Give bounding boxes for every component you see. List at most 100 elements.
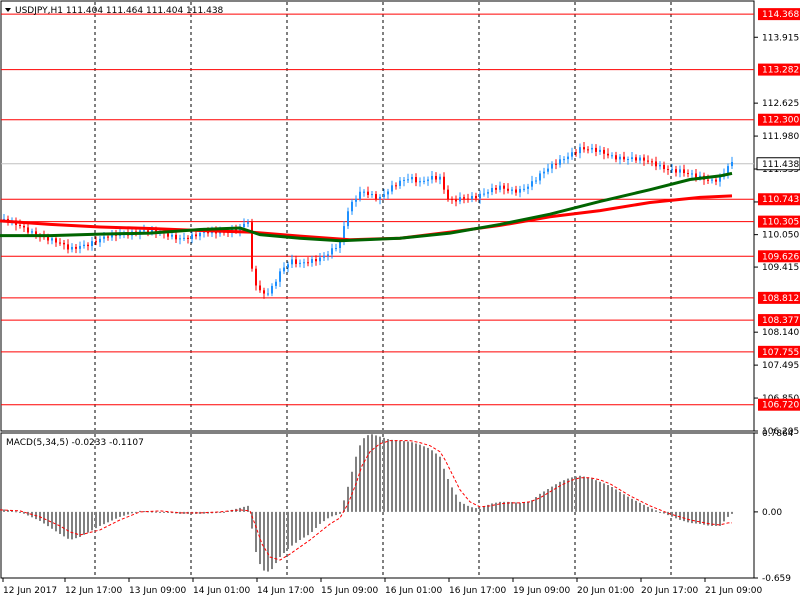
candle-body [291,259,293,265]
macd-bar [111,511,113,521]
candle-body [615,155,617,160]
candle-body [103,236,105,239]
macd-bar [55,511,57,532]
macd-bar [435,453,437,512]
macd-bar [223,511,225,513]
candle-body [731,161,733,167]
time-tick-label: 16 Jun 17:00 [449,586,506,596]
candle-body [687,173,689,175]
candle-body [595,147,597,152]
time-tick-label: 15 Jun 09:00 [321,586,378,596]
macd-bar [447,478,449,512]
level-label: 107.755 [762,348,799,358]
candle-body [375,194,377,199]
time-tick-label: 14 Jun 17:00 [257,586,314,596]
macd-bar [395,440,397,512]
macd-bar [275,511,277,564]
symbol-dropdown-icon[interactable] [5,8,11,12]
macd-bar [379,436,381,512]
macd-bar [259,511,261,565]
macd-bar [283,511,285,554]
time-tick-label: 13 Jun 09:00 [129,586,186,596]
macd-bar [107,511,109,523]
candle-body [247,222,249,224]
macd-bar [407,441,409,512]
macd-bar [339,511,341,514]
macd-bar [427,447,429,512]
macd-bar [47,511,49,527]
macd-bar [391,439,393,512]
candle-body [467,198,469,200]
candle-body [483,193,485,195]
candle-body [179,238,181,240]
candle-body [695,173,697,178]
candle-body [203,231,205,233]
candle-body [447,189,449,200]
macd-bar [731,511,733,514]
macd-bar [463,503,465,512]
macd-bar [675,511,677,519]
macd-bar [475,508,477,512]
macd-bar [639,502,641,512]
macd-bar [319,511,321,524]
candle-body [295,259,297,264]
candle-body [651,161,653,163]
candle-body [167,233,169,237]
macd-bar [479,508,481,512]
macd-bar [443,468,445,512]
macd-bar [631,498,633,512]
macd-bar [511,502,513,512]
macd-bar [303,511,305,538]
level-label-bg [758,215,800,228]
candle-body [683,169,685,174]
macd-bar [71,511,73,540]
candle-body [647,160,649,162]
macd-bar [507,501,509,512]
macd-bar [687,511,689,523]
candle-body [31,231,33,233]
candle-body [331,248,333,255]
price-tick-label: 108.140 [762,328,799,338]
candle-body [323,255,325,258]
macd-bar [555,484,557,512]
macd-bar [635,500,637,512]
macd-bar [515,502,517,512]
macd-bar [567,478,569,512]
macd-bar [359,445,361,512]
macd-bar [383,437,385,512]
macd-bar [135,511,137,513]
candle-body [699,175,701,178]
candle-body [707,179,709,181]
macd-bar [491,503,493,512]
candle-body [287,264,289,268]
level-label: 108.377 [762,316,799,326]
candle-body [603,149,605,154]
macd-bar [311,511,313,532]
macd-bar [299,511,301,540]
candle-body [635,157,637,161]
candle-body [283,267,285,272]
candle-body [191,234,193,239]
candle-body [91,241,93,247]
macd-bar [715,511,717,526]
macd-tick-label: 0.7864 [762,429,794,439]
candle-body [671,169,673,171]
candle-body [675,169,677,173]
candle-body [351,201,353,212]
macd-bar [615,489,617,512]
macd-bar [415,443,417,512]
candle-body [67,244,69,250]
macd-bar [59,511,61,534]
price-tick-label: 107.495 [762,361,799,371]
level-label: 110.743 [762,195,799,205]
candle-body [547,168,549,172]
level-label: 108.812 [762,294,799,304]
candle-body [391,185,393,192]
time-tick-label: 16 Jun 01:00 [385,586,442,596]
candle-body [499,185,501,190]
candle-body [403,179,405,181]
candle-body [183,237,185,239]
level-lines [1,13,754,406]
candle-body [367,191,369,195]
candle-body [463,197,465,199]
